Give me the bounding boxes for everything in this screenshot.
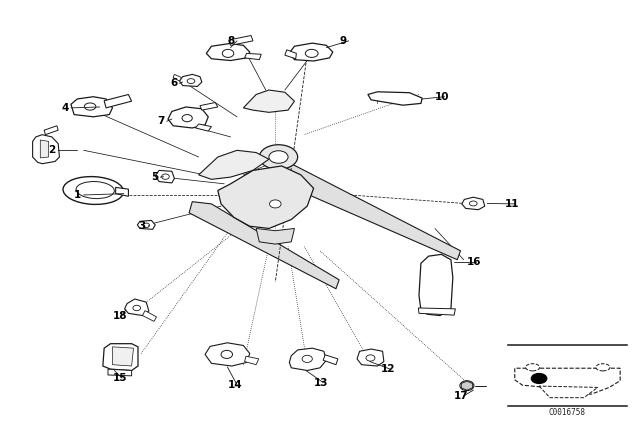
Polygon shape	[218, 166, 314, 228]
Ellipse shape	[221, 350, 232, 358]
Text: C0016758: C0016758	[549, 409, 586, 418]
Ellipse shape	[143, 223, 150, 228]
Polygon shape	[539, 386, 598, 398]
Polygon shape	[40, 140, 49, 158]
Text: 12: 12	[381, 364, 395, 374]
Ellipse shape	[525, 364, 540, 371]
Polygon shape	[33, 135, 60, 164]
Text: 6: 6	[170, 78, 177, 88]
Polygon shape	[138, 220, 156, 229]
Polygon shape	[256, 228, 294, 244]
Text: 17: 17	[454, 391, 468, 401]
Polygon shape	[461, 381, 472, 390]
Ellipse shape	[182, 115, 192, 122]
Text: 7: 7	[157, 116, 164, 126]
Polygon shape	[228, 35, 253, 45]
Ellipse shape	[222, 49, 234, 57]
Text: 16: 16	[467, 257, 481, 267]
Polygon shape	[195, 124, 211, 131]
Polygon shape	[244, 356, 259, 365]
Text: 13: 13	[314, 378, 328, 388]
Polygon shape	[156, 170, 174, 183]
Polygon shape	[189, 202, 339, 289]
Text: 1: 1	[74, 190, 81, 200]
Ellipse shape	[596, 364, 610, 371]
Polygon shape	[113, 347, 134, 366]
Polygon shape	[168, 107, 208, 128]
Text: 3: 3	[138, 221, 145, 231]
Polygon shape	[44, 126, 58, 135]
Polygon shape	[173, 74, 181, 81]
Text: 18: 18	[113, 310, 127, 321]
Ellipse shape	[259, 145, 298, 169]
Polygon shape	[244, 53, 261, 60]
Text: 11: 11	[505, 199, 520, 209]
Ellipse shape	[63, 177, 124, 204]
Ellipse shape	[460, 381, 474, 391]
Polygon shape	[278, 164, 461, 260]
Polygon shape	[419, 254, 453, 315]
Ellipse shape	[84, 103, 96, 110]
Polygon shape	[143, 310, 157, 321]
Polygon shape	[515, 368, 620, 394]
Polygon shape	[104, 95, 132, 108]
Ellipse shape	[162, 174, 170, 179]
Ellipse shape	[269, 151, 288, 163]
Ellipse shape	[187, 79, 195, 83]
Text: 14: 14	[227, 380, 242, 390]
Ellipse shape	[531, 374, 547, 383]
Ellipse shape	[305, 49, 318, 57]
Ellipse shape	[133, 305, 141, 310]
Polygon shape	[357, 349, 384, 366]
Polygon shape	[289, 348, 326, 370]
Polygon shape	[179, 74, 202, 86]
Polygon shape	[71, 97, 113, 117]
Polygon shape	[125, 299, 149, 315]
Text: 9: 9	[339, 36, 346, 46]
Polygon shape	[205, 343, 250, 366]
Polygon shape	[198, 151, 269, 179]
Text: 2: 2	[49, 145, 56, 155]
Polygon shape	[368, 92, 422, 105]
Ellipse shape	[302, 355, 312, 362]
Ellipse shape	[366, 355, 375, 361]
Text: 8: 8	[227, 36, 235, 46]
Polygon shape	[289, 43, 333, 61]
Polygon shape	[206, 43, 250, 60]
Polygon shape	[323, 355, 338, 365]
Ellipse shape	[269, 200, 281, 208]
Polygon shape	[419, 308, 456, 315]
Ellipse shape	[469, 201, 477, 206]
Polygon shape	[103, 344, 138, 370]
Polygon shape	[116, 187, 129, 196]
Polygon shape	[200, 103, 218, 110]
Polygon shape	[243, 90, 294, 112]
Polygon shape	[285, 50, 296, 59]
Text: 15: 15	[113, 373, 127, 383]
Ellipse shape	[76, 181, 115, 198]
Text: 4: 4	[61, 103, 68, 113]
Text: 10: 10	[435, 92, 449, 102]
Polygon shape	[462, 197, 484, 210]
Text: 5: 5	[151, 172, 158, 182]
Polygon shape	[108, 369, 132, 376]
